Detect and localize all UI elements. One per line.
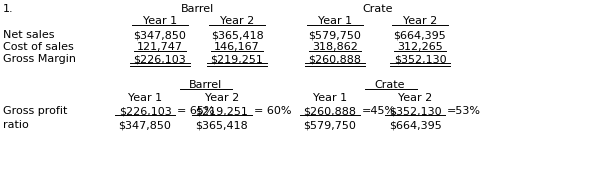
Text: =45%: =45% <box>362 106 396 116</box>
Text: Net sales: Net sales <box>3 30 55 40</box>
Text: $260,888: $260,888 <box>304 106 356 116</box>
Text: $219,251: $219,251 <box>196 106 248 116</box>
Text: 1.: 1. <box>3 4 14 14</box>
Text: =53%: =53% <box>447 106 481 116</box>
Text: $365,418: $365,418 <box>196 120 248 130</box>
Text: Year 2: Year 2 <box>220 16 254 26</box>
Text: $260,888: $260,888 <box>308 54 361 64</box>
Text: Crate: Crate <box>363 4 393 14</box>
Text: $365,418: $365,418 <box>211 30 263 40</box>
Text: Crate: Crate <box>375 80 405 90</box>
Text: 312,265: 312,265 <box>397 42 443 52</box>
Text: = 60%: = 60% <box>254 106 292 116</box>
Text: Cost of sales: Cost of sales <box>3 42 74 52</box>
Text: Gross Margin: Gross Margin <box>3 54 76 64</box>
Text: 318,862: 318,862 <box>312 42 358 52</box>
Text: $664,395: $664,395 <box>394 30 446 40</box>
Text: $579,750: $579,750 <box>308 30 361 40</box>
Text: $579,750: $579,750 <box>304 120 356 130</box>
Text: $352,130: $352,130 <box>389 106 442 116</box>
Text: Barrel: Barrel <box>181 4 215 14</box>
Text: $226,103: $226,103 <box>134 54 187 64</box>
Text: $352,130: $352,130 <box>394 54 446 64</box>
Text: Gross profit: Gross profit <box>3 106 67 116</box>
Text: Year 1: Year 1 <box>143 16 177 26</box>
Text: Year 1: Year 1 <box>128 93 162 103</box>
Text: Year 2: Year 2 <box>398 93 432 103</box>
Text: 146,167: 146,167 <box>214 42 260 52</box>
Text: $347,850: $347,850 <box>119 120 172 130</box>
Text: Year 1: Year 1 <box>318 16 352 26</box>
Text: = 65%: = 65% <box>177 106 215 116</box>
Text: $664,395: $664,395 <box>389 120 442 130</box>
Text: ratio: ratio <box>3 120 29 130</box>
Text: $226,103: $226,103 <box>119 106 172 116</box>
Text: 121,747: 121,747 <box>137 42 183 52</box>
Text: $347,850: $347,850 <box>134 30 187 40</box>
Text: Year 2: Year 2 <box>403 16 437 26</box>
Text: Barrel: Barrel <box>188 80 221 90</box>
Text: Year 1: Year 1 <box>313 93 347 103</box>
Text: $219,251: $219,251 <box>211 54 263 64</box>
Text: Year 2: Year 2 <box>205 93 239 103</box>
